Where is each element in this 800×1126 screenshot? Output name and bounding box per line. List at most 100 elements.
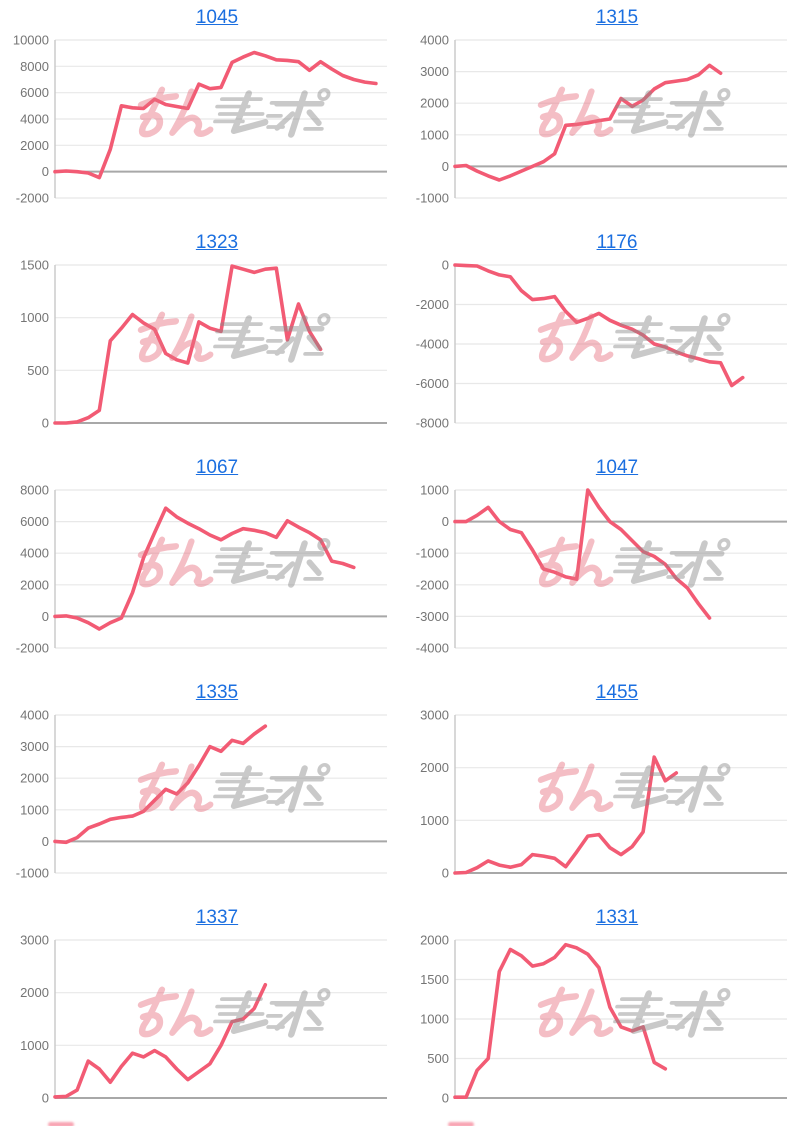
y-tick-label: 0 bbox=[442, 258, 449, 273]
chart-title-link[interactable]: 1335 bbox=[195, 682, 239, 703]
series-line bbox=[53, 982, 268, 1099]
chart-title-link[interactable]: 1067 bbox=[195, 457, 239, 478]
gridlines bbox=[455, 264, 787, 424]
y-tick-label: 0 bbox=[442, 1091, 449, 1106]
y-tick-label: 1000 bbox=[420, 813, 449, 828]
chart-cell: 1315 -1000 0 1000 2000 3000 4000 bbox=[400, 0, 800, 225]
line-chart: -1000 0 1000 2000 3000 4000 bbox=[416, 33, 787, 206]
y-tick-label: 0 bbox=[42, 416, 49, 431]
y-tick-label: 8000 bbox=[20, 59, 49, 74]
y-tick-label: 4000 bbox=[20, 112, 49, 127]
chart-cell: 1335 -1000 0 1000 2000 3000 4000 bbox=[0, 675, 400, 900]
chart-cell: 1455 0 1000 2000 3000 bbox=[400, 675, 800, 900]
chart-cell: 1067 -2000 0 2000 4000 6000 8000 bbox=[0, 450, 400, 675]
chart-cell: 1337 0 1000 2000 3000 bbox=[0, 900, 400, 1125]
line-chart: 0 1000 2000 3000 bbox=[420, 708, 787, 881]
y-tick-label: -1000 bbox=[16, 866, 49, 881]
y-tick-label: 4000 bbox=[20, 708, 49, 723]
y-tick-label: -1000 bbox=[416, 191, 449, 206]
chart-title-link[interactable]: 1315 bbox=[595, 7, 639, 28]
y-tick-label: 4000 bbox=[420, 33, 449, 48]
gridlines bbox=[55, 264, 387, 424]
y-tick-label: 8000 bbox=[20, 483, 49, 498]
y-tick-label: 2000 bbox=[420, 96, 449, 111]
y-tick-label: 1000 bbox=[420, 483, 449, 498]
y-tick-label: 500 bbox=[427, 1051, 449, 1066]
y-tick-label: -6000 bbox=[416, 376, 449, 391]
y-tick-label: 2000 bbox=[420, 760, 449, 775]
chart-title-link[interactable]: 1176 bbox=[596, 232, 638, 253]
y-tick-label: 0 bbox=[42, 609, 49, 624]
chart-cell: 1331 0 500 1000 1500 2000 bbox=[400, 900, 800, 1125]
line-chart: 0 500 1000 1500 bbox=[20, 258, 387, 431]
chart-title-link[interactable]: 1323 bbox=[195, 232, 239, 253]
y-axis-labels: -4000 -3000 -2000 -1000 0 1000 bbox=[416, 483, 449, 656]
gridlines bbox=[455, 489, 787, 649]
series-line bbox=[53, 264, 323, 425]
chart-cell: 1176 -8000 -6000 -4000 -2000 0 bbox=[400, 225, 800, 450]
y-tick-label: 3000 bbox=[20, 933, 49, 948]
watermark-logo bbox=[137, 765, 329, 810]
y-tick-label: 3000 bbox=[420, 708, 449, 723]
y-axis-labels: 0 1000 2000 3000 bbox=[420, 708, 449, 881]
chart-cell: 1045 -2000 0 2000 4000 6000 8000 10000 bbox=[0, 0, 400, 225]
chart-cell: 1047 -4000 -3000 -2000 -1000 0 1000 bbox=[400, 450, 800, 675]
y-tick-label: 0 bbox=[442, 159, 449, 174]
y-tick-label: 1000 bbox=[20, 802, 49, 817]
y-tick-label: -2000 bbox=[416, 577, 449, 592]
chart-title-link[interactable]: 1047 bbox=[595, 457, 639, 478]
y-tick-label: 2000 bbox=[20, 138, 49, 153]
y-tick-label: -8000 bbox=[416, 416, 449, 431]
watermark-logo bbox=[137, 990, 329, 1035]
y-tick-label: 1000 bbox=[420, 127, 449, 142]
line-chart: -2000 0 2000 4000 6000 8000 10000 bbox=[13, 33, 387, 206]
y-tick-label: 2000 bbox=[20, 985, 49, 1000]
y-tick-label: -1000 bbox=[416, 546, 449, 561]
y-tick-label: 1000 bbox=[420, 1012, 449, 1027]
y-tick-label: 3000 bbox=[420, 64, 449, 79]
gridlines bbox=[55, 489, 387, 649]
line-chart: -1000 0 1000 2000 3000 4000 bbox=[16, 708, 387, 881]
y-tick-label: 2000 bbox=[420, 933, 449, 948]
y-axis-labels: 0 1000 2000 3000 bbox=[20, 933, 49, 1106]
y-tick-label: -2000 bbox=[16, 191, 49, 206]
chart-title-link[interactable]: 1331 bbox=[595, 907, 639, 928]
gridlines bbox=[55, 39, 387, 199]
y-tick-label: 2000 bbox=[20, 577, 49, 592]
y-tick-label: 1500 bbox=[20, 258, 49, 273]
chart-cell: 1323 0 500 1000 1500 bbox=[0, 225, 400, 450]
next-row-line-fragment bbox=[48, 1122, 74, 1126]
y-axis-labels: -1000 0 1000 2000 3000 4000 bbox=[16, 708, 49, 881]
y-axis-labels: -1000 0 1000 2000 3000 4000 bbox=[416, 33, 449, 206]
y-tick-label: 1500 bbox=[420, 972, 449, 987]
y-axis-labels: -8000 -6000 -4000 -2000 0 bbox=[416, 258, 449, 431]
chart-title-link[interactable]: 1337 bbox=[195, 907, 239, 928]
y-tick-label: 10000 bbox=[13, 33, 49, 48]
y-tick-label: 6000 bbox=[20, 85, 49, 100]
line-chart: 0 500 1000 1500 2000 bbox=[420, 933, 787, 1106]
series-line bbox=[53, 506, 356, 631]
series-line bbox=[453, 63, 723, 182]
y-tick-label: 0 bbox=[442, 514, 449, 529]
watermark-logo bbox=[537, 765, 729, 810]
y-tick-label: 1000 bbox=[20, 310, 49, 325]
gridlines bbox=[55, 939, 387, 1099]
y-tick-label: 6000 bbox=[20, 514, 49, 529]
gridlines bbox=[455, 39, 787, 199]
next-row-line-fragment bbox=[448, 1122, 474, 1126]
line-chart: 0 1000 2000 3000 bbox=[20, 933, 387, 1106]
y-tick-label: 0 bbox=[442, 866, 449, 881]
y-tick-label: -3000 bbox=[416, 609, 449, 624]
y-tick-label: 4000 bbox=[20, 546, 49, 561]
y-tick-label: 0 bbox=[42, 834, 49, 849]
y-tick-label: 2000 bbox=[20, 771, 49, 786]
watermark-logo bbox=[537, 315, 729, 360]
chart-title-link[interactable]: 1455 bbox=[595, 682, 639, 703]
chart-title-link[interactable]: 1045 bbox=[195, 7, 239, 28]
y-tick-label: -2000 bbox=[416, 297, 449, 312]
y-axis-labels: -2000 0 2000 4000 6000 8000 10000 bbox=[13, 33, 49, 206]
y-tick-label: -4000 bbox=[416, 337, 449, 352]
watermark-logo bbox=[137, 90, 329, 135]
